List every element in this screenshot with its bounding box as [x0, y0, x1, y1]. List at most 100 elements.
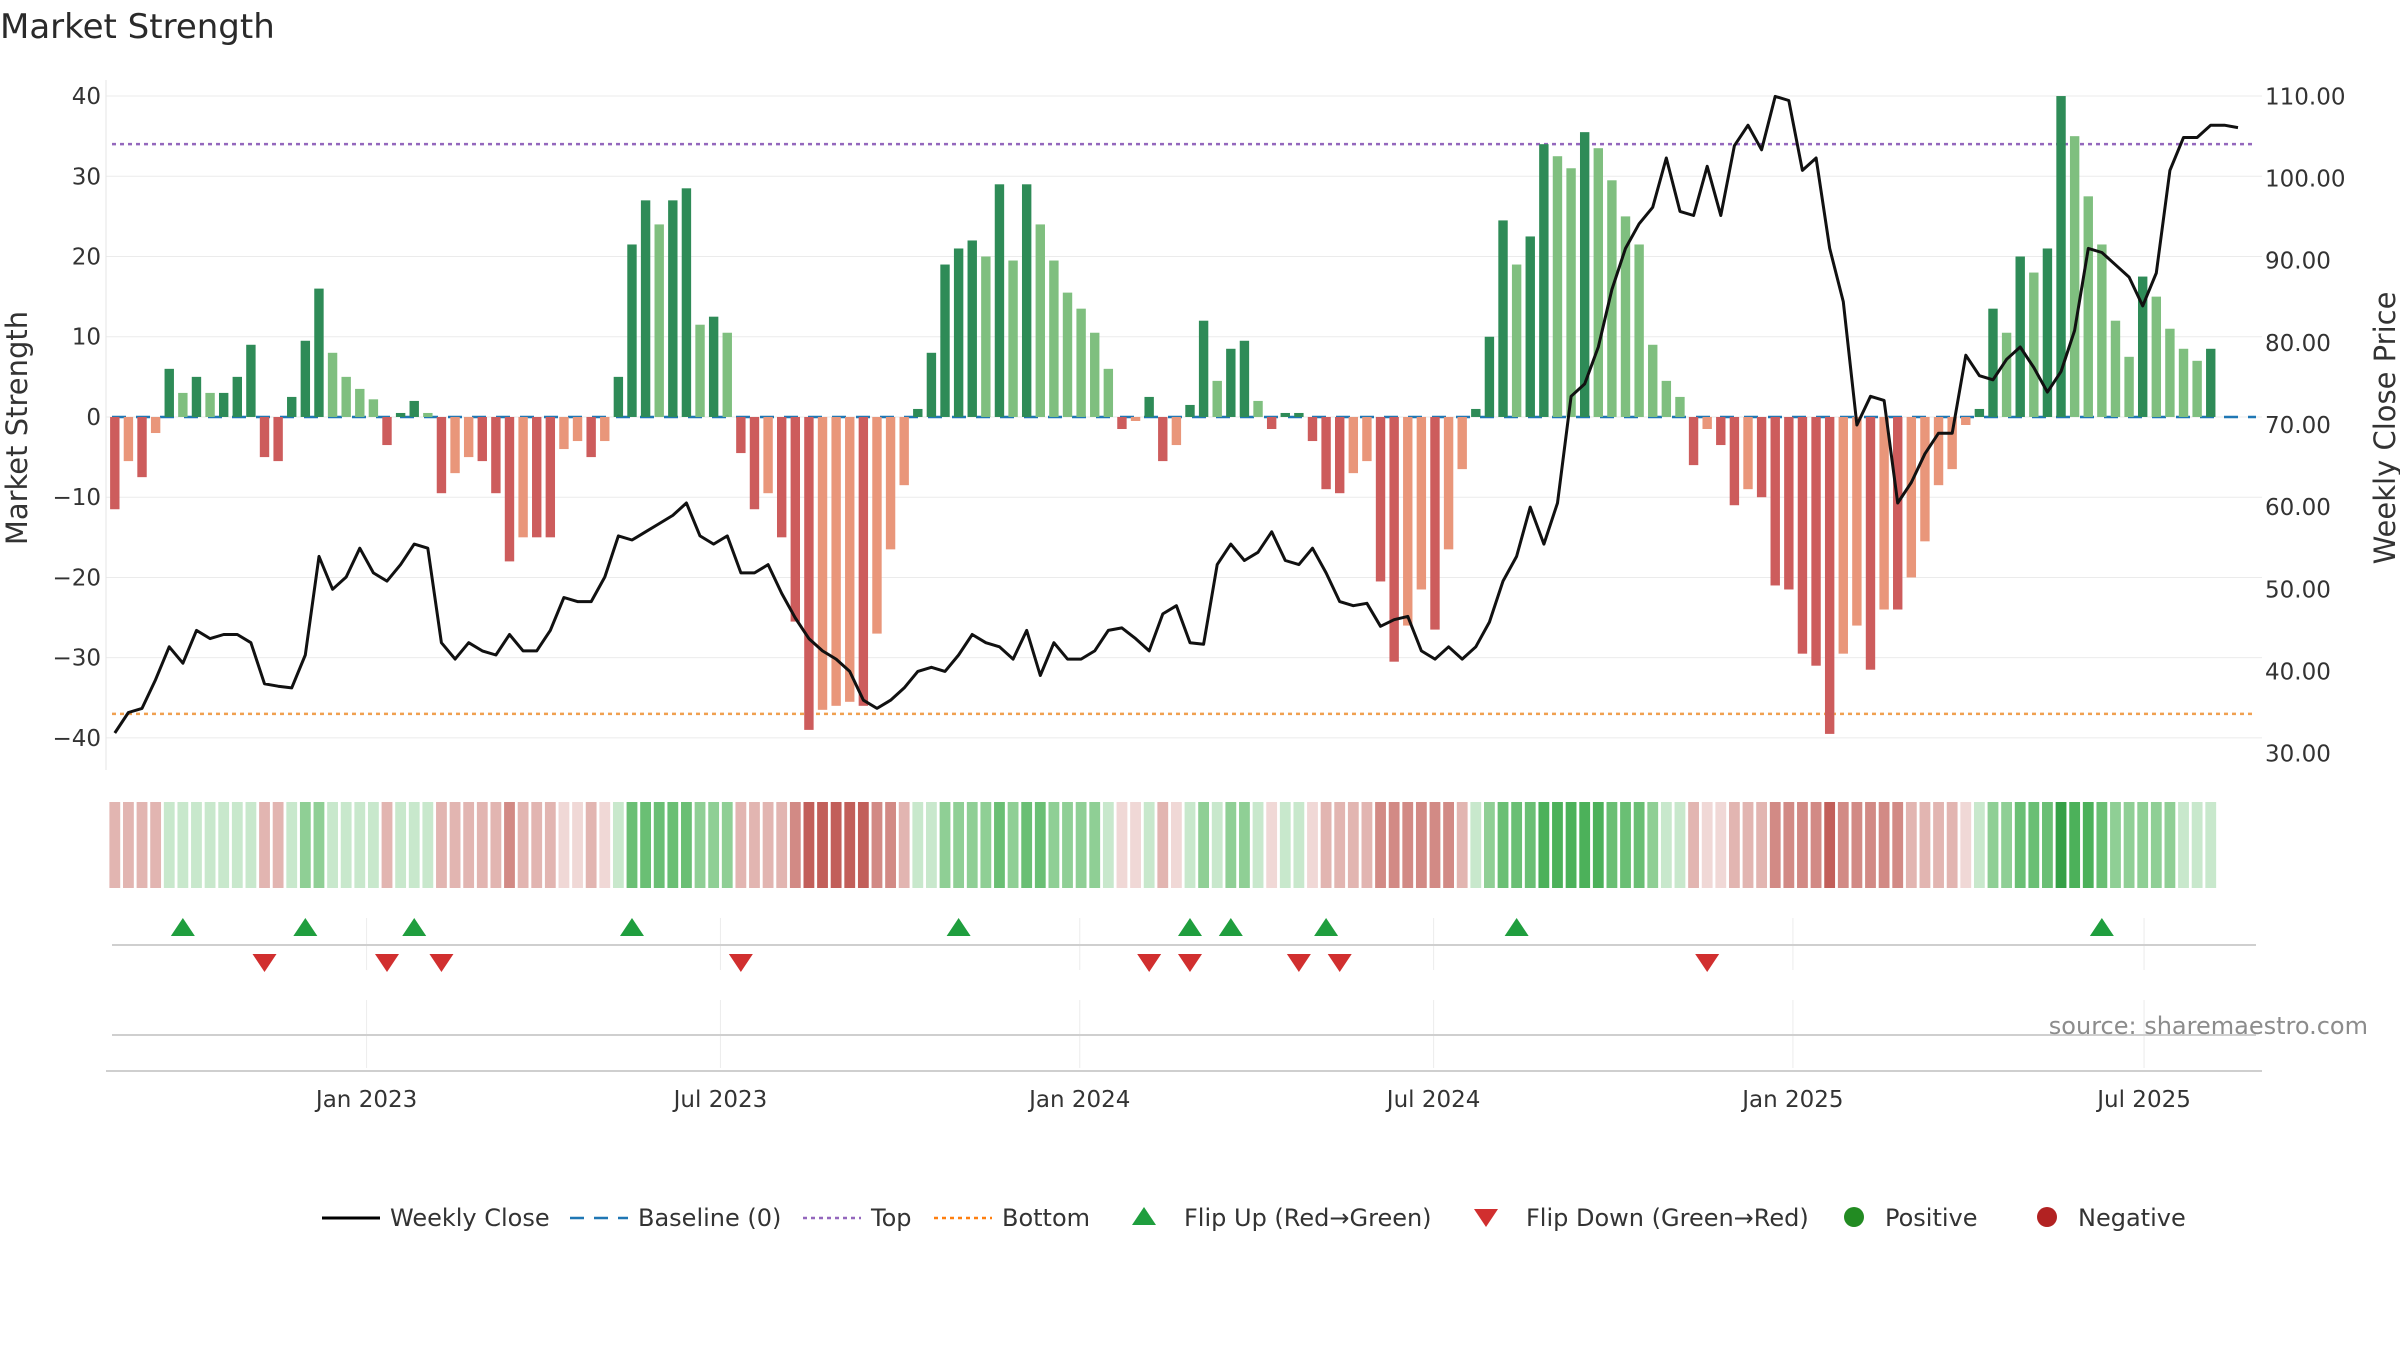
strip-cell: [2055, 802, 2067, 888]
strip-cell: [572, 802, 583, 888]
strip-cell: [749, 802, 760, 888]
strength-bar: [1416, 416, 1427, 590]
y2-tick-label: 40.00: [2265, 659, 2331, 685]
strip-cell: [1307, 802, 1318, 888]
strip-cell: [857, 802, 869, 888]
flip-down-marker: [1327, 954, 1352, 972]
legend: Weekly Close Baseline (0) Top Bottom Flip Up…: [322, 1204, 2186, 1232]
x-tick-label: Jan 2024: [1027, 1087, 1130, 1113]
strength-bar: [355, 388, 365, 417]
strength-bar: [1824, 416, 1835, 734]
triangle-up-icon: [1132, 1207, 1156, 1225]
strength-bar: [1389, 416, 1399, 662]
strip-cell: [735, 802, 747, 888]
strength-bar: [2137, 276, 2148, 417]
flip-down-marker: [1286, 954, 1311, 972]
x-tick-label: Jan 2025: [1740, 1087, 1843, 1113]
y2-tick-label: 70.00: [2265, 413, 2331, 439]
strip-cell: [1592, 802, 1604, 888]
strength-bar: [1756, 416, 1767, 498]
y2-axis-label: Weekly Close Price: [2368, 292, 2400, 565]
strip-cell: [1824, 802, 1836, 888]
strength-bar: [1906, 416, 1917, 578]
strip-cell: [1157, 802, 1169, 888]
legend-item: Positive: [1844, 1204, 1978, 1232]
strip-cell: [2137, 802, 2149, 888]
strength-bar: [1729, 416, 1740, 506]
flip-up-marker: [1314, 918, 1339, 936]
strength-bar: [899, 416, 909, 486]
strength-bar: [736, 416, 746, 454]
strength-bar: [1008, 260, 1018, 417]
strength-bar: [545, 416, 556, 538]
strip-cell: [259, 802, 270, 888]
strip-cell: [2042, 802, 2053, 888]
strip-cell: [1402, 802, 1414, 888]
strip-cell: [1334, 802, 1346, 888]
strip-cell: [1987, 802, 1999, 888]
strip-cell: [1783, 802, 1795, 888]
strip-cell: [1443, 802, 1454, 888]
strip-cell: [2069, 802, 2081, 888]
strip-cell: [1198, 802, 1210, 888]
legend-label: Flip Down (Green→Red): [1526, 1204, 1809, 1232]
strength-bar: [1852, 416, 1862, 626]
flip-down-marker: [1695, 954, 1720, 972]
strength-bar: [2178, 348, 2189, 417]
strength-bars: [110, 96, 2216, 734]
legend-item: Flip Down (Green→Red): [1474, 1204, 1809, 1232]
x-tick-label: Jan 2023: [314, 1087, 417, 1113]
strength-bar: [1280, 412, 1290, 417]
strength-bar: [1062, 292, 1073, 417]
strip-cell: [204, 802, 216, 888]
strength-bar: [436, 416, 447, 494]
strip-cell: [1579, 802, 1591, 888]
strength-bar: [1511, 264, 1522, 417]
strength-bar: [2042, 248, 2053, 417]
strength-bar: [831, 416, 841, 706]
strip-cell: [2178, 802, 2189, 888]
strength-bar: [2029, 272, 2039, 417]
strip-cell: [123, 802, 134, 888]
strip-cell: [313, 802, 325, 888]
strip-cell: [544, 802, 556, 888]
y-tick-label: −10: [52, 485, 101, 511]
strength-bar: [2192, 360, 2202, 417]
strength-bar: [1335, 416, 1345, 494]
strip-cell: [163, 802, 175, 888]
flip-down-marker: [375, 954, 400, 972]
legend-label: Top: [870, 1204, 912, 1232]
legend-label: Baseline (0): [638, 1204, 781, 1232]
strip-cell: [953, 802, 965, 888]
strength-bar: [2124, 356, 2134, 417]
strip-cell: [585, 802, 597, 888]
circle-icon: [2037, 1207, 2057, 1227]
x-tick-label: Jul 2025: [2095, 1087, 2191, 1113]
y-tick-label: −30: [52, 646, 101, 672]
strength-bar: [287, 396, 297, 417]
strip-cell: [109, 802, 121, 888]
strength-bar: [1185, 404, 1195, 417]
strength-bar: [817, 416, 828, 710]
strength-bar: [981, 256, 991, 417]
strip-cell: [817, 802, 828, 888]
strip-cell: [381, 802, 393, 888]
strip-cell: [1810, 802, 1822, 888]
strength-bar: [600, 416, 610, 442]
y2-tick-label: 30.00: [2265, 742, 2331, 768]
strip-cell: [1797, 802, 1808, 888]
strength-bar: [2165, 328, 2175, 417]
strip-cell: [490, 802, 502, 888]
strip-cell: [272, 802, 284, 888]
strip-cell: [449, 802, 461, 888]
strip-cell: [871, 802, 883, 888]
strength-bar: [613, 376, 624, 417]
strength-bar: [463, 416, 474, 458]
strip-cell: [980, 802, 992, 888]
strip-cell: [1647, 802, 1659, 888]
y-tick-label: −20: [52, 565, 101, 591]
strip-cell: [708, 802, 720, 888]
strip-cell: [245, 802, 257, 888]
strength-bar: [1443, 416, 1454, 550]
strip-cell: [1756, 802, 1768, 888]
